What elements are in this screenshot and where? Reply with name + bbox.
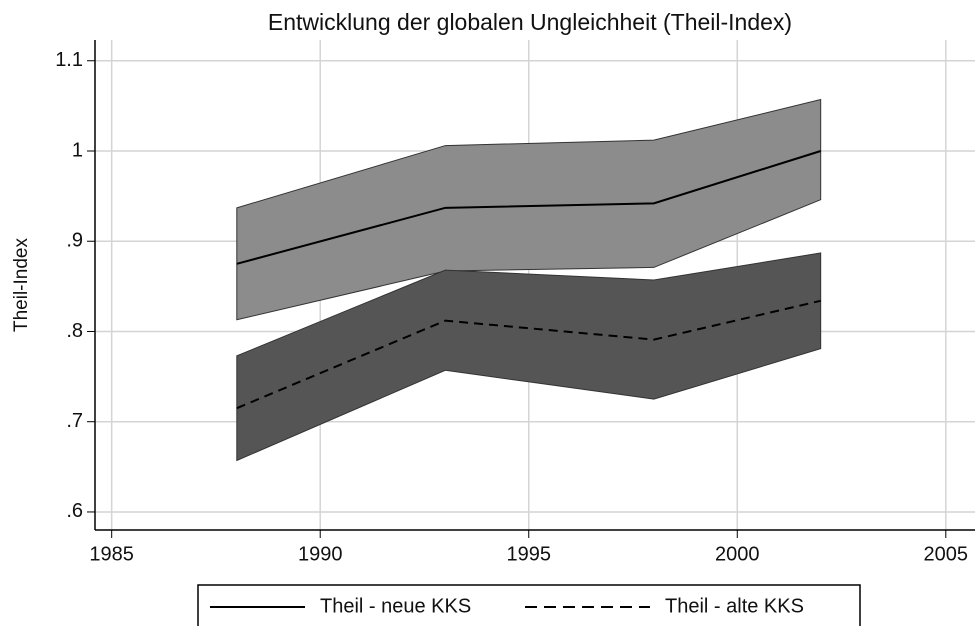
legend-label: Theil - alte KKS [665,595,804,617]
x-tick-label: 2000 [715,543,760,565]
x-tick-label: 2005 [924,543,969,565]
x-tick-label: 1995 [506,543,551,565]
x-tick-label: 1985 [89,543,134,565]
series-line [236,299,821,410]
y-tick-label: .9 [66,230,83,252]
y-tick-label: .7 [66,410,83,432]
legend-label: Theil - neue KKS [320,595,471,617]
confidence-band [236,252,822,462]
y-tick-label: 1 [72,139,83,161]
x-tick-label: 1990 [298,543,343,565]
y-tick-label: .6 [66,500,83,522]
y-tick-label: .8 [66,320,83,342]
legend-box [197,584,861,626]
y-tick-label: 1.1 [55,49,83,71]
series-line [236,150,821,265]
y-axis-label: Theil-Index [11,238,32,332]
confidence-band [236,98,822,321]
chart-title: Entwicklung der globalen Ungleichheit (T… [268,9,792,35]
